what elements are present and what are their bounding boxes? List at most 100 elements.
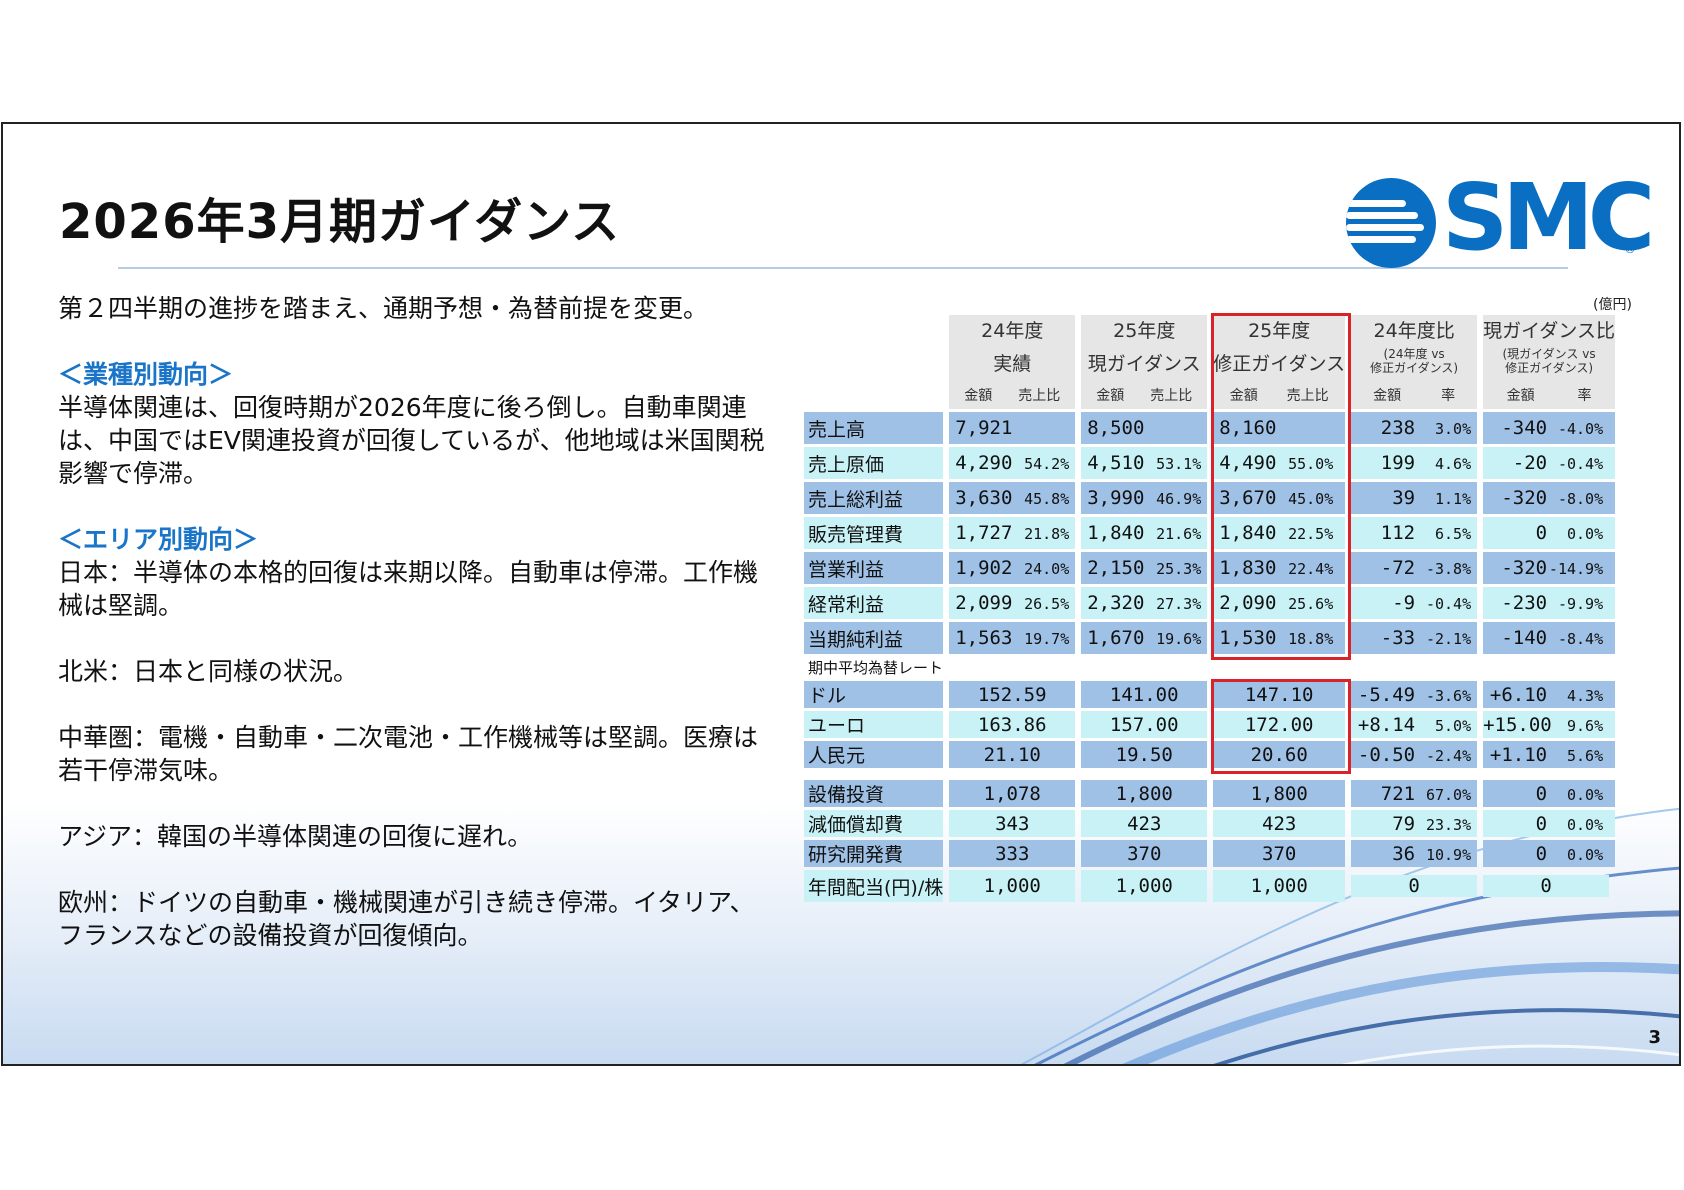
column-header: 25年度 修正ガイダンス 金額 売上比 bbox=[1213, 315, 1346, 409]
row-label: 売上総利益 bbox=[804, 482, 944, 514]
page-number: 3 bbox=[1648, 1027, 1661, 1048]
column-subtitle: 修正ガイダンス) bbox=[1505, 361, 1594, 375]
amount: 1,670 bbox=[1087, 627, 1145, 649]
amount: +8.14 bbox=[1357, 713, 1416, 736]
unit-label: (億円) bbox=[1593, 297, 1632, 313]
value-cell: 2,150 25.3% bbox=[1081, 552, 1208, 584]
column-amount-label: 金額 bbox=[1096, 388, 1125, 404]
value-cell: -230 -9.9% bbox=[1483, 587, 1615, 619]
title-divider bbox=[118, 267, 1568, 269]
intro-text: 第２四半期の進捗を踏まえ、通期予想・為替前提を変更。 bbox=[58, 294, 709, 323]
amount: 7,921 bbox=[955, 417, 1013, 439]
asia-text: アジア：韓国の半導体関連の回復に遅れ。 bbox=[58, 822, 533, 851]
value-cell: 370 bbox=[1213, 840, 1346, 867]
column-subtitle: 修正ガイダンス) bbox=[1370, 361, 1459, 375]
column-title: 25年度 bbox=[1248, 320, 1311, 342]
value-cell: 157.00 bbox=[1081, 711, 1208, 738]
ratio: 5.0% bbox=[1434, 716, 1472, 735]
table-row: 人民元 21.10 19.50 20.60 -0.50 -2.4% +1.10 5.6% bbox=[804, 741, 1615, 768]
header-blank bbox=[804, 315, 943, 409]
value-cell: 1,000 bbox=[1081, 870, 1208, 902]
table-row: 経常利益 2,099 26.5% 2,320 27.3% 2,090 25.6% -9 -0.4… bbox=[804, 587, 1615, 619]
value-cell: 1,840 21.6% bbox=[1081, 517, 1208, 549]
ratio: 67.0% bbox=[1425, 785, 1472, 804]
value-cell: 423 bbox=[1081, 810, 1208, 837]
row-label: 当期純利益 bbox=[804, 622, 944, 654]
value-cell: 1,000 bbox=[1213, 870, 1346, 902]
value-cell: 4,290 54.2% bbox=[949, 447, 1076, 479]
change-cell: 36 10.9% bbox=[1351, 840, 1478, 867]
ratio: 19.7% bbox=[1024, 630, 1070, 648]
amount: 1,840 bbox=[1087, 522, 1145, 544]
table-row: ドル 152.59 141.00 147.10 -5.49 -3.6% +6.10 4.3% bbox=[804, 681, 1615, 708]
table-row: 営業利益 1,902 24.0% 2,150 25.3% 1,830 22.4% -72 -3.… bbox=[804, 552, 1615, 584]
value-cell: 1,902 24.0% bbox=[949, 552, 1076, 584]
value-cell: 172.00 bbox=[1213, 711, 1346, 738]
value-cell: 7,921 bbox=[949, 412, 1076, 444]
ratio: -0.4% bbox=[1557, 455, 1604, 473]
table-row: 減価償却費 343 423 423 79 23.3% 0 0.0% bbox=[804, 810, 1615, 837]
column-subtitle: (現ガイダンス vs bbox=[1502, 347, 1596, 361]
ratio: -3.6% bbox=[1425, 686, 1472, 705]
ratio: 1.1% bbox=[1434, 490, 1472, 508]
column-amount-label: 金額 bbox=[1506, 388, 1535, 404]
amount: -140 bbox=[1501, 627, 1548, 649]
amount: -33 bbox=[1380, 627, 1416, 649]
amount: +15.00 bbox=[1483, 713, 1552, 736]
column-subtitle: 現ガイダンス bbox=[1087, 353, 1201, 375]
value-cell: -20 -0.4% bbox=[1483, 447, 1615, 479]
value-cell: 19.50 bbox=[1081, 741, 1208, 768]
ratio: 4.3% bbox=[1566, 686, 1604, 705]
amount: 2,099 bbox=[955, 592, 1013, 614]
row-label: 売上高 bbox=[804, 412, 944, 444]
change-cell: +6.10 4.3% bbox=[1483, 681, 1615, 708]
amount: 4,490 bbox=[1219, 452, 1277, 474]
column-amount-label: 金額 bbox=[1373, 388, 1402, 404]
column-header: 25年度 現ガイダンス 金額 売上比 bbox=[1081, 315, 1208, 409]
ratio: 0.0% bbox=[1566, 845, 1604, 864]
row-label: 営業利益 bbox=[804, 552, 944, 584]
row-label: ドル bbox=[804, 681, 944, 708]
column-subtitle: (24年度 vs bbox=[1383, 347, 1445, 361]
value-cell: 1,800 bbox=[1081, 780, 1208, 807]
amount: 4,290 bbox=[955, 452, 1013, 474]
logo-text: SMC bbox=[1442, 164, 1655, 271]
value-cell: 1,800 bbox=[1213, 780, 1346, 807]
ratio: 23.3% bbox=[1425, 815, 1472, 834]
column-title: 24年度比 bbox=[1373, 320, 1455, 342]
value-cell: -320 -14.9% bbox=[1483, 552, 1615, 584]
amount: 1,840 bbox=[1219, 522, 1277, 544]
amount: 2,090 bbox=[1219, 592, 1277, 614]
change-cell: +8.14 5.0% bbox=[1351, 711, 1478, 738]
amount: -0.50 bbox=[1357, 743, 1416, 766]
column-header: 24年度比 (24年度 vs 修正ガイダンス) 金額 率 bbox=[1351, 315, 1478, 409]
ratio: 54.2% bbox=[1024, 455, 1070, 473]
column-header: 24年度 実績 金額 売上比 bbox=[949, 315, 1076, 409]
ratio: 27.3% bbox=[1156, 595, 1202, 613]
column-ratio-label: 売上比 bbox=[1150, 388, 1193, 404]
value-cell: 8,160 bbox=[1213, 412, 1346, 444]
amount: 1,830 bbox=[1219, 557, 1277, 579]
amount: 1,530 bbox=[1219, 627, 1277, 649]
column-subtitle: 実績 bbox=[993, 353, 1032, 375]
amount: 1,563 bbox=[955, 627, 1013, 649]
ratio: -3.8% bbox=[1425, 560, 1472, 578]
value-cell: 1,727 21.8% bbox=[949, 517, 1076, 549]
row-label: 売上原価 bbox=[804, 447, 944, 479]
ratio: 6.5% bbox=[1434, 525, 1472, 543]
ratio: -9.9% bbox=[1557, 595, 1604, 613]
column-amount-label: 金額 bbox=[1229, 388, 1258, 404]
table-row: ユーロ 163.86 157.00 172.00 +8.14 5.0% +15.00 9.6% bbox=[804, 711, 1615, 738]
amount: 0 bbox=[1351, 875, 1478, 897]
ratio: 22.5% bbox=[1288, 525, 1334, 543]
row-label: 経常利益 bbox=[804, 587, 944, 619]
ratio: -2.4% bbox=[1425, 746, 1472, 765]
amount: 0 bbox=[1535, 842, 1548, 865]
value-cell: 1,840 22.5% bbox=[1213, 517, 1346, 549]
column-ratio-label: 売上比 bbox=[1018, 388, 1061, 404]
amount: -320 bbox=[1501, 557, 1548, 579]
value-cell: 1,530 18.8% bbox=[1213, 622, 1346, 654]
amount: -5.49 bbox=[1357, 683, 1416, 706]
amount: 112 bbox=[1380, 522, 1416, 544]
ratio: -2.1% bbox=[1425, 630, 1472, 648]
